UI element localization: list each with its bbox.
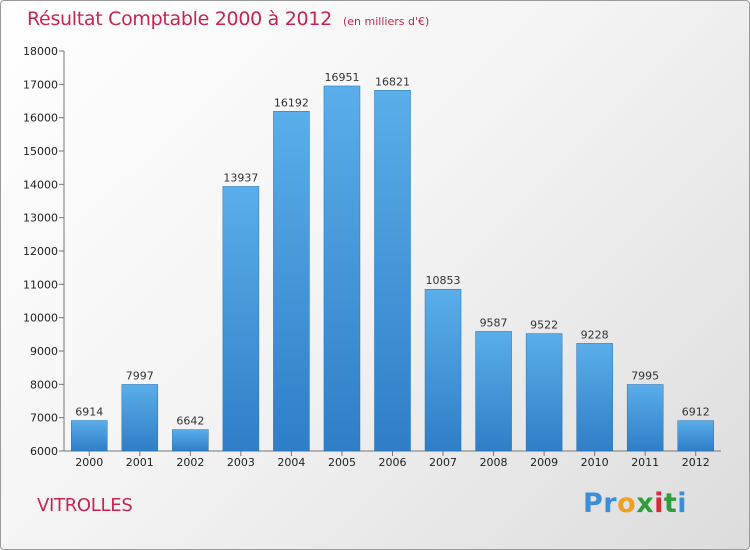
y-tick-label: 16000 [23,112,58,125]
data-label: 6642 [176,415,204,428]
data-label: 9228 [581,328,609,341]
city-label: VITROLLES [37,495,133,516]
bar [677,420,714,452]
x-tick-label: 2003 [227,456,255,469]
brand-letter: t [663,488,678,519]
data-label: 9587 [480,316,508,329]
brand-letter: o [617,488,637,519]
y-tick-label: 10000 [23,312,58,325]
chart-title: Résultat Comptable 2000 à 2012 [27,8,332,30]
data-label: 13937 [223,171,258,184]
y-tick-label: 7000 [30,412,58,425]
x-tick-label: 2005 [328,456,356,469]
bars-group: 6914 7997 6642 13937 16192 16951 16821 10853 958… [71,71,714,452]
y-tick-label: 18000 [23,45,58,58]
data-label: 16192 [274,96,309,109]
brand-letter: i [677,488,688,519]
x-tick-label: 2010 [581,456,609,469]
data-label: 7997 [126,369,154,382]
bar [525,333,563,452]
bar [424,288,462,452]
y-tick-label: 8000 [30,378,58,391]
brand-letter: x [636,488,655,519]
bar [626,384,664,452]
y-tick-label: 12000 [23,245,58,258]
data-label: 6912 [682,406,710,419]
brand-letter: P [583,488,604,519]
bar [273,111,310,452]
x-tick-label: 2004 [277,456,305,469]
y-tick-label: 11000 [23,278,58,291]
bar [374,90,411,452]
brand-letter: r [603,488,618,519]
bar [172,429,209,452]
y-tick-label: 9000 [30,345,58,358]
bar [475,331,512,452]
data-label: 7995 [631,370,659,383]
data-label: 10853 [426,274,461,287]
x-tick-label: 2007 [429,456,457,469]
x-tick-label: 2000 [75,456,103,469]
x-tick-label: 2006 [379,456,407,469]
x-tick-label: 2011 [631,456,659,469]
bar [576,343,613,452]
x-tick-label: 2002 [176,456,204,469]
bar [222,186,260,452]
bar [121,384,159,452]
x-tick-label: 2001 [126,456,154,469]
bar [323,85,361,452]
data-label: 16951 [324,71,359,84]
y-tick-label: 15000 [23,145,58,158]
y-tick-label: 13000 [23,212,58,225]
brand-logo: Proxiti [583,488,687,519]
data-label: 16821 [375,75,410,88]
x-tick-label: 2009 [530,456,558,469]
chart-subtitle: (en milliers d'€) [342,15,430,28]
x-tick-label: 2008 [480,456,508,469]
y-tick-label: 14000 [23,178,58,191]
data-label: 9522 [530,319,558,332]
bar [71,420,108,452]
brand-letter: i [654,488,664,519]
x-tick-label: 2012 [682,456,710,469]
data-label: 6914 [75,406,103,419]
title-row: Résultat Comptable 2000 à 2012 (en milli… [27,8,429,30]
y-tick-label: 17000 [23,78,58,91]
y-tick-label: 6000 [30,445,58,458]
